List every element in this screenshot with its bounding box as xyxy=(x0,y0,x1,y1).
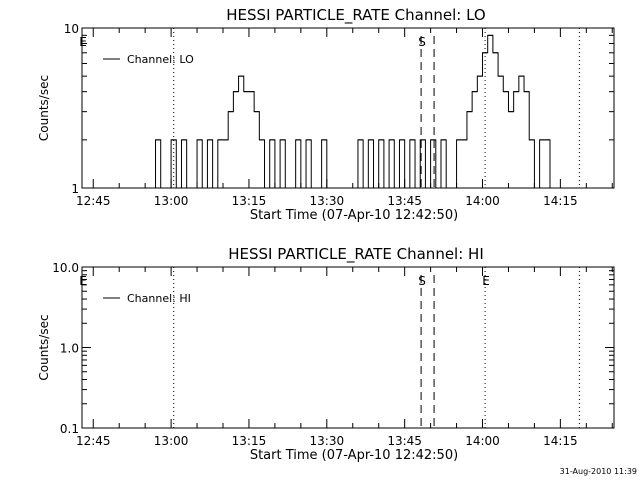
chart-panel-1: HESSI PARTICLE_RATE Channel: LO 12:45 13:0… xyxy=(37,6,615,223)
x-tick-label: 13:15 xyxy=(232,434,267,448)
x-axis-label: Start Time (07-Apr-10 12:42:50) xyxy=(250,448,458,463)
x-tick-label: 13:15 xyxy=(232,194,267,208)
chart-title: HESSI PARTICLE_RATE Channel: HI xyxy=(228,245,484,264)
y-axis-label: Counts/sec xyxy=(37,314,51,380)
y-tick-label: 1 xyxy=(71,182,79,196)
footer-timestamp: 31-Aug-2010 11:39 xyxy=(560,467,637,476)
x-tick-label: 13:45 xyxy=(387,434,422,448)
y-tick-label: 10 xyxy=(64,22,79,36)
marker-label-E: E xyxy=(79,35,87,49)
marker-label-E: E xyxy=(482,274,490,288)
x-tick-label: 14:15 xyxy=(543,194,578,208)
y-tick-label: 10.0 xyxy=(52,261,79,275)
chart-panel-2: HESSI PARTICLE_RATE Channel: HI 12:45 13:0… xyxy=(37,245,615,463)
x-tick-label: 13:45 xyxy=(387,194,422,208)
marker-label-S: S xyxy=(418,35,426,49)
x-tick-label: 13:30 xyxy=(310,194,345,208)
x-tick-label: 12:45 xyxy=(76,194,111,208)
y-tick-label: 0.1 xyxy=(60,422,79,436)
legend-label: Channel: LO xyxy=(127,53,194,66)
x-tick-label: 14:15 xyxy=(543,434,578,448)
legend-label: Channel: HI xyxy=(127,292,191,305)
x-tick-label: 14:00 xyxy=(465,194,500,208)
x-tick-label: 14:00 xyxy=(465,434,500,448)
chart-title: HESSI PARTICLE_RATE Channel: LO xyxy=(226,6,485,25)
series-line xyxy=(150,34,556,189)
marker-label-E: E xyxy=(79,274,87,288)
x-tick-label: 13:30 xyxy=(310,434,345,448)
y-axis-label: Counts/sec xyxy=(37,75,51,141)
x-tick-label: 12:45 xyxy=(76,434,111,448)
y-tick-label: 1.0 xyxy=(60,342,79,356)
x-axis-label: Start Time (07-Apr-10 12:42:50) xyxy=(250,208,458,223)
x-tick-label: 13:00 xyxy=(154,194,189,208)
marker-label-S: S xyxy=(418,274,426,288)
x-tick-label: 13:00 xyxy=(154,434,189,448)
